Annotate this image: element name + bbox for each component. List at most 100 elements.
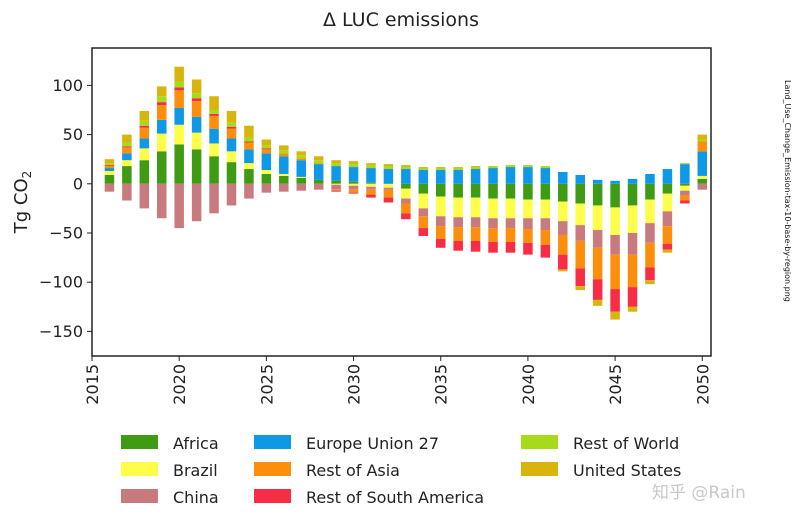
bar-layer [104, 66, 708, 320]
bar-europe-union-27-2030 [348, 167, 359, 182]
bar-china-2026 [279, 183, 289, 192]
bar-rest-of-world-2024 [244, 137, 254, 142]
bar-united-states-2047 [645, 280, 655, 285]
bar-china-2048 [662, 211, 673, 227]
bar-united-states-2018 [139, 110, 150, 121]
bar-brazil-2039 [505, 198, 516, 219]
bar-rest-of-asia-2019 [157, 105, 167, 120]
bar-rest-of-asia-2031 [366, 189, 376, 195]
bar-africa-2049 [680, 183, 690, 186]
bar-europe-union-27-2040 [523, 167, 533, 184]
bar-rest-of-south-america-2030 [348, 192, 359, 194]
bar-brazil-2022 [209, 143, 219, 157]
bar-africa-2038 [488, 183, 498, 199]
bar-rest-of-asia-2040 [523, 229, 533, 243]
y-tick-label-0: 100 [52, 76, 83, 95]
bar-europe-union-27-2032 [383, 169, 394, 184]
bar-rest-of-asia-2036 [453, 227, 463, 241]
bar-rest-of-south-america-2018 [139, 125, 150, 128]
bar-rest-of-south-america-2039 [505, 241, 516, 253]
x-tick-label-2020: 2020 [170, 364, 189, 405]
bar-europe-union-27-2048 [662, 169, 673, 184]
y-tick-label-2: 0 [73, 174, 83, 193]
bar-brazil-2021 [191, 132, 202, 150]
bar-rest-of-south-america-2016 [104, 165, 115, 167]
legend-label-china: China [173, 488, 219, 507]
bar-rest-of-world-2028 [313, 160, 324, 164]
bar-rest-of-asia-2050 [697, 141, 708, 152]
bar-brazil-2031 [366, 183, 376, 187]
legend-swatch-united-states [521, 462, 558, 476]
bar-brazil-2050 [697, 175, 708, 179]
bar-rest-of-south-america-2019 [157, 102, 167, 106]
bar-rest-of-asia-2046 [627, 254, 638, 288]
bar-china-2032 [383, 187, 394, 190]
bar-united-states-2023 [226, 110, 237, 123]
bar-rest-of-south-america-2045 [610, 289, 620, 312]
legend: Africa Brazil China Europe Union 27 Rest of … [121, 434, 681, 507]
bar-brazil-2048 [662, 193, 673, 212]
legend-swatch-rest-of-world [521, 435, 558, 449]
bar-rest-of-world-2036 [453, 168, 463, 171]
bar-europe-union-27-2026 [279, 156, 289, 174]
bar-rest-of-south-america-2033 [401, 213, 411, 220]
bar-china-2042 [558, 221, 568, 235]
bar-china-2033 [401, 198, 411, 204]
bar-africa-2031 [366, 182, 376, 184]
bar-europe-union-27-2038 [488, 168, 498, 184]
legend-swatch-brazil [121, 462, 158, 476]
bar-rest-of-asia-2033 [401, 203, 411, 214]
legend-swatch-rest-of-south-america [254, 489, 291, 503]
bar-rest-of-world-2035 [435, 168, 446, 171]
bar-europe-union-27-2035 [435, 170, 446, 184]
bar-brazil-2026 [279, 173, 289, 176]
bar-rest-of-south-america-2029 [331, 190, 341, 192]
legend-label-europe-union-27: Europe Union 27 [306, 434, 439, 453]
bar-africa-2043 [575, 183, 585, 204]
bar-europe-union-27-2045 [610, 180, 620, 184]
bar-china-2027 [296, 183, 306, 191]
bar-europe-union-27-2031 [366, 168, 376, 183]
bar-rest-of-south-america-2047 [645, 267, 655, 281]
bar-africa-2047 [645, 183, 655, 200]
legend-swatch-africa [121, 435, 158, 449]
bar-africa-2028 [313, 179, 324, 184]
bar-brazil-2030 [348, 183, 359, 186]
bar-united-states-2031 [366, 163, 376, 166]
bar-rest-of-asia-2016 [104, 166, 115, 169]
bar-china-2029 [331, 184, 341, 190]
bar-rest-of-asia-2021 [191, 101, 202, 117]
bar-china-2024 [244, 183, 254, 199]
bar-rest-of-world-2050 [697, 139, 708, 142]
bar-africa-2039 [505, 183, 516, 199]
bar-brazil-2019 [157, 133, 167, 152]
bar-china-2037 [470, 217, 481, 228]
bar-rest-of-world-2029 [331, 163, 341, 167]
bar-rest-of-asia-2034 [418, 216, 429, 229]
bar-china-2030 [348, 185, 359, 190]
bar-rest-of-south-america-2048 [662, 243, 673, 250]
y-tick-label-4: −100 [39, 273, 83, 292]
bar-united-states-2033 [401, 165, 411, 168]
bar-united-states-2050 [697, 134, 708, 140]
bar-rest-of-asia-2044 [592, 247, 603, 280]
bar-brazil-2043 [575, 203, 585, 226]
bar-china-2038 [488, 218, 498, 229]
bar-rest-of-asia-2025 [261, 149, 272, 154]
watermark: 知乎 @Rain [652, 483, 746, 503]
bar-rest-of-asia-2041 [540, 230, 551, 245]
bar-rest-of-world-2040 [523, 165, 533, 168]
bar-brazil-2038 [488, 198, 498, 219]
bar-rest-of-asia-2020 [174, 90, 184, 109]
bar-china-2043 [575, 225, 585, 241]
bar-rest-of-south-america-2020 [174, 87, 184, 91]
bar-rest-of-south-america-2032 [383, 197, 394, 203]
x-tick-label-2015: 2015 [83, 364, 102, 405]
bar-rest-of-world-2019 [157, 96, 167, 103]
bar-europe-union-27-2036 [453, 170, 463, 184]
bar-rest-of-world-2027 [296, 155, 306, 159]
bar-africa-2017 [122, 166, 132, 184]
bar-europe-union-27-2037 [470, 169, 481, 184]
bar-rest-of-south-america-2038 [488, 241, 498, 253]
bar-rest-of-asia-2027 [296, 158, 306, 161]
